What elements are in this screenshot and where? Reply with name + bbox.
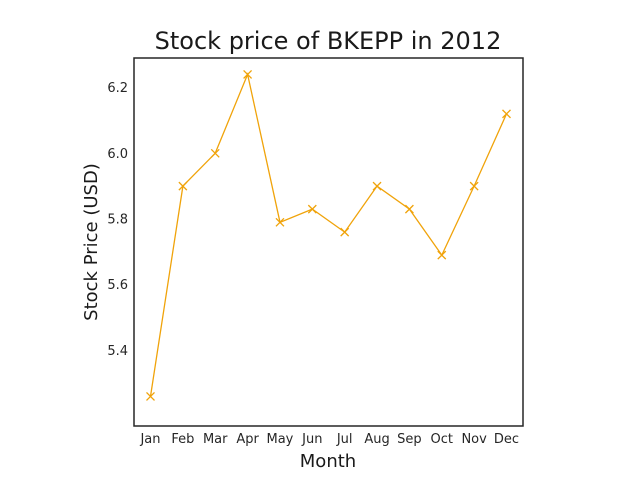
x-tick-label: Apr (236, 432, 259, 447)
y-axis-ticks: 5.4 5.6 5.8 6.0 6.2 (107, 81, 128, 359)
y-tick-label: 5.6 (107, 278, 128, 293)
data-point-marker (210, 148, 220, 158)
y-tick-label: 6.0 (107, 147, 128, 162)
x-tick-label: Feb (171, 432, 194, 447)
y-tick-label: 5.8 (107, 213, 128, 228)
data-point-marker (502, 109, 511, 119)
x-tick-label: Mar (203, 432, 228, 447)
data-point-marker (275, 217, 285, 227)
data-point-marker (469, 181, 479, 191)
x-tick-label: Nov (461, 432, 487, 447)
y-tick-label: 5.4 (107, 344, 128, 359)
data-point-marker (437, 250, 447, 260)
x-axis-ticks: Jan Feb Mar Apr May Jun Jul Aug Sep Oct Nov Dec (139, 432, 519, 447)
x-tick-label: Oct (431, 432, 453, 447)
data-point-marker (372, 181, 382, 191)
data-point-marker (307, 204, 317, 214)
chart-title: Stock price of BKEPP in 2012 (155, 27, 502, 55)
data-point-marker (146, 391, 155, 401)
plot-area (133, 57, 524, 427)
series-layer (146, 69, 511, 401)
data-point-marker (178, 181, 188, 191)
x-tick-label: Jul (336, 432, 353, 447)
x-tick-label: Sep (397, 432, 422, 447)
y-tick-label: 6.2 (107, 81, 128, 96)
x-tick-label: Aug (364, 432, 389, 447)
data-point-marker (243, 69, 253, 79)
x-tick-label: Jan (139, 432, 160, 447)
x-axis-label: Month (300, 451, 356, 472)
data-point-marker (404, 204, 414, 214)
x-tick-label: May (267, 432, 294, 447)
x-tick-label: Dec (494, 432, 519, 447)
x-tick-label: Jun (301, 432, 322, 447)
y-axis-label: Stock Price (USD) (81, 163, 102, 321)
series-line (149, 72, 508, 397)
data-point-marker (340, 227, 350, 237)
